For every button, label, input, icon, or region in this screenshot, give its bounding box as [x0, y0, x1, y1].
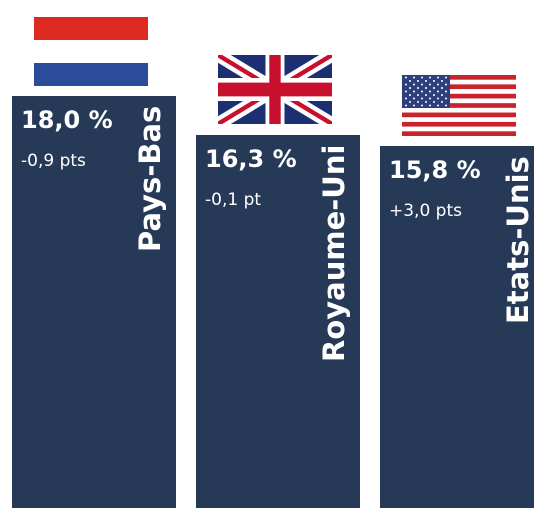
value-label-etats-unis: 15,8 % — [389, 156, 481, 184]
usa-flag-icon — [402, 75, 516, 136]
change-label-etats-unis: +3,0 pts — [389, 201, 462, 221]
category-label-royaume-uni: Royaume-Uni — [317, 144, 351, 362]
value-label-royaume-uni: 16,3 % — [205, 145, 297, 173]
bar-etats-unis — [380, 146, 534, 508]
change-label-pays-bas: -0,9 pts — [21, 151, 86, 171]
category-label-pays-bas: Pays-Bas — [133, 105, 167, 252]
value-label-pays-bas: 18,0 % — [21, 106, 113, 134]
bar-pays-bas — [12, 96, 176, 508]
bar-royaume-uni — [196, 135, 360, 508]
category-label-etats-unis: Etats-Unis — [501, 156, 534, 324]
uk-flag-icon — [218, 55, 332, 124]
change-label-royaume-uni: -0,1 pt — [205, 190, 262, 210]
netherlands-flag-icon — [34, 17, 148, 86]
